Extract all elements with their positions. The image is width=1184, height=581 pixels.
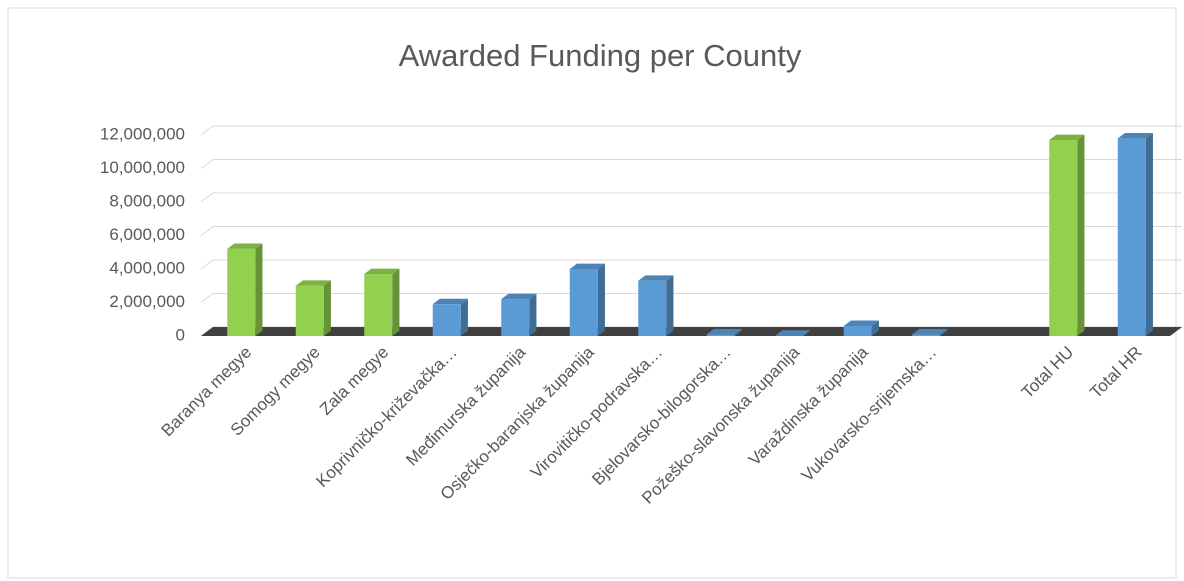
bar: [1049, 134, 1085, 336]
bar-front: [912, 334, 941, 336]
grid-line: [200, 293, 1182, 303]
bar: [843, 320, 879, 336]
y-tick-label: 12,000,000: [100, 124, 185, 143]
bar-side: [255, 243, 263, 336]
bar-top: [912, 328, 948, 335]
bar-side: [871, 320, 879, 336]
bar-top: [501, 293, 537, 300]
bar-top: [775, 330, 811, 336]
bar-top: [295, 280, 331, 286]
bar-side: [734, 328, 742, 336]
bar: [432, 298, 468, 336]
bar: [295, 280, 331, 336]
bar-side: [597, 263, 605, 336]
bar-top: [843, 320, 879, 326]
bar-front: [227, 248, 256, 336]
bar-side: [1077, 134, 1085, 336]
bar-top: [569, 263, 605, 269]
bar: [706, 328, 742, 336]
bar-side: [666, 275, 674, 336]
bar-top: [364, 268, 400, 275]
chart-title: Awarded Funding per County: [399, 38, 802, 73]
bar: [364, 268, 400, 336]
grid-line: [200, 226, 1182, 236]
grid-line: [200, 192, 1182, 203]
bar-side: [940, 328, 948, 336]
bar-front: [1117, 138, 1146, 336]
floor: [201, 327, 1182, 336]
bar-top: [706, 328, 742, 335]
bar: [569, 263, 605, 336]
y-tick-label: 0: [176, 325, 185, 344]
bar-side: [1145, 132, 1153, 336]
bar: [227, 243, 263, 336]
bar-front: [569, 269, 598, 336]
bar-side: [392, 268, 400, 336]
grid-line: [200, 259, 1182, 270]
y-tick-label: 8,000,000: [109, 191, 185, 210]
bar-front: [706, 334, 735, 336]
bar-side: [323, 280, 331, 336]
bar: [775, 330, 811, 336]
bar-side: [529, 293, 537, 336]
bar-front: [638, 280, 667, 336]
bar-front: [843, 325, 872, 336]
bar-side: [460, 298, 468, 336]
bar-front: [501, 299, 530, 336]
bar: [1117, 132, 1153, 336]
bar-top: [1117, 132, 1153, 139]
y-tick-label: 6,000,000: [109, 225, 185, 244]
bar-side: [803, 330, 811, 336]
y-tick-label: 2,000,000: [109, 292, 185, 311]
bar-top: [432, 298, 468, 305]
bar-top: [227, 243, 263, 249]
grid-line: [200, 125, 1182, 136]
bar-front: [1049, 140, 1078, 336]
bar: [638, 275, 674, 336]
y-tick-label: 10,000,000: [100, 158, 185, 177]
grid-line: [200, 159, 1182, 169]
bar: [912, 328, 948, 336]
bar-front: [432, 304, 461, 336]
bar-front: [295, 285, 324, 336]
bar: [501, 293, 537, 336]
bar-front: [364, 274, 393, 336]
y-tick-label: 4,000,000: [109, 258, 185, 277]
bar-top: [638, 275, 674, 281]
bar-top: [1049, 134, 1085, 141]
